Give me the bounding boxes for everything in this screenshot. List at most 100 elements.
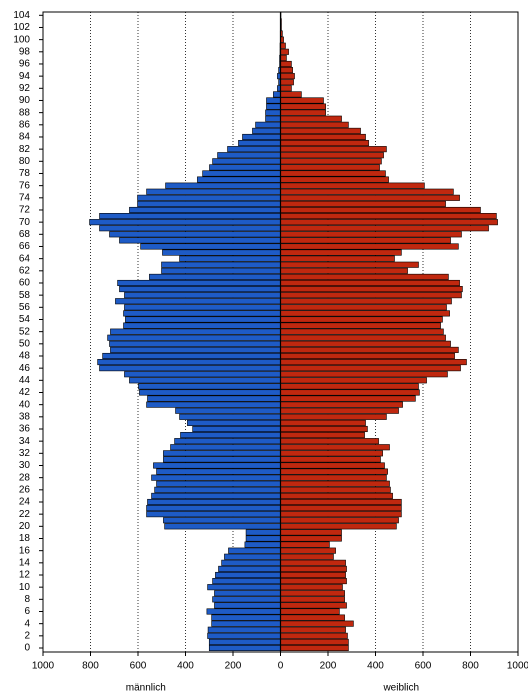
y-tick-label: 6 xyxy=(24,606,30,617)
y-tick-label: 92 xyxy=(19,83,31,94)
bar xyxy=(187,419,281,426)
y-tick-label: 18 xyxy=(19,533,31,544)
bar xyxy=(280,444,390,451)
bar xyxy=(280,42,286,49)
bar xyxy=(280,225,489,232)
bar xyxy=(137,200,281,207)
y-tick-label: 80 xyxy=(19,156,31,167)
bar xyxy=(280,60,292,68)
y-tick-label: 96 xyxy=(19,59,31,70)
bar xyxy=(179,413,281,420)
bar xyxy=(129,206,281,214)
bar xyxy=(280,310,450,317)
bar xyxy=(280,432,365,439)
y-tick-label: 48 xyxy=(19,351,31,362)
bar xyxy=(280,632,348,639)
bar xyxy=(280,152,384,159)
bar xyxy=(245,529,281,536)
bar xyxy=(280,517,399,524)
bar xyxy=(280,316,443,323)
bar xyxy=(280,565,347,572)
bar xyxy=(280,103,326,110)
bar xyxy=(89,219,281,226)
bar xyxy=(146,401,281,408)
bar xyxy=(255,121,281,128)
bar xyxy=(151,474,281,481)
bar xyxy=(280,638,349,645)
bar xyxy=(180,432,281,439)
y-tick-label: 68 xyxy=(19,229,31,240)
bar xyxy=(163,456,281,463)
bar xyxy=(124,304,281,311)
bar xyxy=(280,474,387,481)
x-tick-label: 1000 xyxy=(507,661,528,672)
bar xyxy=(147,395,281,402)
y-tick-label: 58 xyxy=(19,290,31,301)
y-tick-label: 56 xyxy=(19,302,31,313)
y-tick-label: 26 xyxy=(19,484,31,495)
bar xyxy=(164,523,281,530)
y-tick-label: 28 xyxy=(19,472,31,483)
bar xyxy=(156,468,281,475)
y-tick-label: 98 xyxy=(19,46,31,57)
bar xyxy=(214,590,281,597)
bar xyxy=(99,213,281,220)
bar xyxy=(280,340,451,347)
bar xyxy=(202,170,281,177)
y-tick-label: 16 xyxy=(19,545,31,556)
bar xyxy=(280,359,467,366)
bar xyxy=(280,194,460,201)
bar xyxy=(244,541,281,548)
bar xyxy=(207,626,281,633)
bar xyxy=(280,456,381,463)
bar xyxy=(266,103,281,110)
bar xyxy=(117,279,281,287)
y-tick-label: 24 xyxy=(19,497,31,508)
bar xyxy=(280,462,385,469)
bar xyxy=(280,115,342,122)
x-tick-label: 400 xyxy=(367,661,384,672)
bar xyxy=(280,304,447,311)
y-tick-label: 76 xyxy=(19,180,31,191)
bar xyxy=(265,109,281,116)
bar xyxy=(280,529,342,536)
y-tick-label: 102 xyxy=(13,22,30,33)
bar xyxy=(207,632,281,639)
bar xyxy=(280,182,425,189)
y-tick-label: 34 xyxy=(19,436,31,447)
bar xyxy=(217,152,281,159)
bar xyxy=(161,261,281,268)
bar xyxy=(280,486,391,493)
y-tick-label: 30 xyxy=(19,460,31,471)
bar xyxy=(280,511,402,518)
x-tick-label: 200 xyxy=(320,661,337,672)
bar xyxy=(227,146,281,153)
bar xyxy=(149,273,281,280)
bar xyxy=(280,620,354,627)
y-tick-label: 72 xyxy=(19,205,31,216)
bar xyxy=(280,188,454,195)
bar xyxy=(212,158,281,165)
bar xyxy=(280,578,347,585)
y-tick-label: 70 xyxy=(19,217,31,228)
bar xyxy=(280,614,345,621)
bar xyxy=(218,565,281,572)
bar xyxy=(280,279,460,287)
bar xyxy=(280,547,336,554)
bar xyxy=(280,146,387,153)
bar xyxy=(179,255,281,262)
y-tick-label: 46 xyxy=(19,363,31,374)
bar xyxy=(192,425,281,433)
bar xyxy=(280,109,326,116)
x-tick-label: 200 xyxy=(225,661,242,672)
bar xyxy=(115,298,281,305)
bar xyxy=(211,620,281,627)
bar xyxy=(280,79,294,86)
bar xyxy=(129,377,281,384)
y-tick-label: 84 xyxy=(19,132,31,143)
bar xyxy=(280,559,346,566)
bar xyxy=(266,97,281,104)
y-tick-label: 66 xyxy=(19,241,31,252)
bar xyxy=(119,286,281,293)
